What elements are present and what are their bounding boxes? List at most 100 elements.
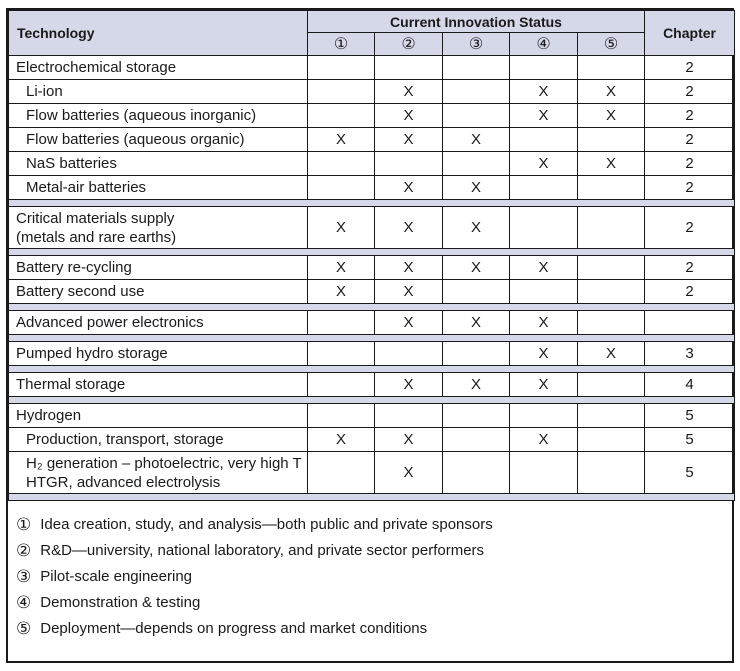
status-mark-cell-2: X [374, 279, 443, 304]
status-empty-cell-1 [307, 103, 375, 128]
separator-cell [7, 303, 736, 311]
status-mark-cell-2: X [374, 255, 443, 280]
legend-item: ② R&D—university, national laboratory, an… [16, 537, 724, 563]
separator-cell [7, 248, 736, 256]
table-row: NaS batteries X X 2 [8, 151, 736, 176]
status-empty-cell-5 [576, 206, 646, 249]
chapter-cell: 5 [644, 403, 736, 428]
table-row: Production, transport, storage X X X 5 [8, 427, 736, 452]
status-empty-cell-4 [509, 127, 578, 152]
separator-row [7, 248, 736, 256]
status-empty-cell-3 [442, 79, 510, 104]
table-row: Pumped hydro storage X X 3 [8, 341, 736, 366]
chapter-cell: 2 [644, 255, 736, 280]
legend-number-icon: ③ [16, 566, 32, 586]
status-empty-cell-3 [442, 279, 510, 304]
technology-cell: Hydrogen [8, 403, 308, 428]
status-mark-cell-3: X [442, 310, 510, 335]
chapter-cell: 2 [644, 79, 736, 104]
status-empty-cell-5 [576, 451, 646, 494]
table-row: Thermal storage X X X 4 [8, 372, 736, 397]
legend-text: Deployment—depends on progress and marke… [40, 619, 428, 637]
status-empty-cell-4 [509, 175, 578, 200]
table-row: Advanced power electronics X X X [8, 310, 736, 335]
status-empty-cell-4 [509, 206, 578, 249]
status-empty-cell-2 [374, 403, 443, 428]
technology-cell: Metal-air batteries [8, 175, 308, 200]
table-row: Metal-air batteries X X 2 [8, 175, 736, 200]
status-mark-cell-3: X [442, 175, 510, 200]
separator-row [7, 365, 736, 373]
status-mark-cell-3: X [442, 372, 510, 397]
legend-text: Demonstration & testing [40, 593, 201, 611]
status-empty-cell-3 [442, 341, 510, 366]
status-mark-cell-3: X [442, 206, 510, 249]
separator-cell [7, 199, 736, 207]
header-row-main: Technology Current Innovation Status Cha… [8, 10, 736, 56]
status-mark-cell-4: X [509, 103, 578, 128]
innovation-status-table: Technology Current Innovation Status Cha… [7, 10, 736, 501]
table-row: Flow batteries (aqueous inorganic) X X X 2 [8, 103, 736, 128]
column-header-status-group: Current Innovation Status [306, 10, 646, 33]
status-empty-cell-4 [509, 279, 578, 304]
chapter-cell: 5 [644, 427, 736, 452]
table-row: Li-ion X X X 2 [8, 79, 736, 104]
status-mark-cell-5: X [576, 151, 646, 176]
legend-item: ① Idea creation, study, and analysis—both… [16, 511, 724, 537]
status-mark-cell-4: X [509, 341, 578, 366]
status-empty-cell-1 [307, 55, 375, 80]
status-empty-cell-5 [576, 55, 646, 80]
chapter-cell: 4 [644, 372, 736, 397]
header-row-status-numbers: ① ② ③ ④ ⑤ [9, 32, 735, 56]
status-mark-cell-2: X [374, 127, 443, 152]
status-empty-cell-1 [307, 310, 375, 335]
status-column-2-header: ② [374, 32, 443, 56]
legend-text: R&D—university, national laboratory, and… [40, 541, 485, 559]
status-empty-cell-1 [307, 175, 375, 200]
status-mark-cell-5: X [576, 103, 646, 128]
status-mark-cell-4: X [509, 151, 578, 176]
status-empty-cell-5 [576, 255, 646, 280]
status-empty-cell-4 [509, 451, 578, 494]
status-mark-cell-1: X [307, 427, 375, 452]
chapter-cell: 3 [644, 341, 736, 366]
legend-number-icon: ② [16, 540, 32, 560]
table-row: Battery re-cycling X X X X 2 [8, 255, 736, 280]
table-row: Electrochemical storage 2 [8, 55, 736, 80]
status-empty-cell-5 [576, 427, 646, 452]
status-mark-cell-2: X [374, 372, 443, 397]
status-column-5-header: ⑤ [576, 32, 646, 56]
column-header-chapter: Chapter [644, 10, 736, 56]
separator-row [7, 396, 736, 404]
table-row: Hydrogen 5 [8, 403, 736, 428]
technology-cell: Pumped hydro storage [8, 341, 308, 366]
technology-cell: Flow batteries (aqueous organic) [8, 127, 308, 152]
technology-cell: Thermal storage [8, 372, 308, 397]
chapter-cell: 2 [644, 103, 736, 128]
technology-cell: H₂ generation – photoelectric, very high… [8, 451, 308, 494]
table-row: Flow batteries (aqueous organic) X X X 2 [8, 127, 736, 152]
status-mark-cell-1: X [307, 279, 375, 304]
technology-cell: Flow batteries (aqueous inorganic) [8, 103, 308, 128]
status-mark-cell-2: X [374, 427, 443, 452]
technology-cell: Battery second use [8, 279, 308, 304]
chapter-cell: 2 [644, 279, 736, 304]
technology-cell: Li-ion [8, 79, 308, 104]
status-empty-cell-1 [307, 372, 375, 397]
status-empty-cell-3 [442, 55, 510, 80]
status-empty-cell-3 [442, 427, 510, 452]
status-empty-cell-3 [442, 103, 510, 128]
status-mark-cell-4: X [509, 255, 578, 280]
status-mark-cell-2: X [374, 103, 443, 128]
chapter-cell: 2 [644, 55, 736, 80]
legend-text: Pilot-scale engineering [40, 567, 193, 585]
legend-number-icon: ④ [16, 592, 32, 612]
technology-cell: Advanced power electronics [8, 310, 308, 335]
status-mark-cell-3: X [442, 255, 510, 280]
chapter-cell [644, 310, 736, 335]
status-empty-cell-5 [576, 372, 646, 397]
chapter-cell: 2 [644, 206, 736, 249]
status-empty-cell-3 [442, 451, 510, 494]
legend-item: ⑤ Deployment—depends on progress and mark… [16, 615, 724, 641]
